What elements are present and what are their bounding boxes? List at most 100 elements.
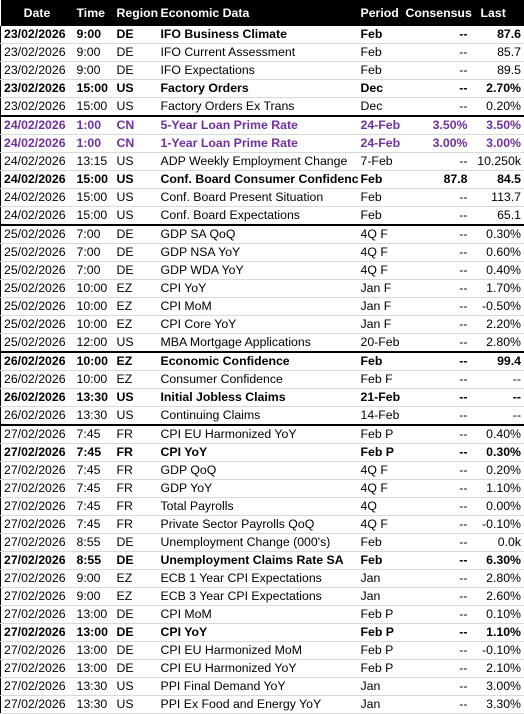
event-cell: Conf. Board Expectations (158, 207, 358, 226)
consensus-cell: -- (403, 44, 471, 62)
period-cell: 21-Feb (358, 389, 403, 407)
last-cell: 0.00% (471, 498, 524, 516)
time-cell: 8:55 (74, 552, 114, 570)
region-cell: CN (114, 116, 158, 135)
event-cell: IFO Current Assessment (158, 44, 358, 62)
date-cell: 26/02/2026 (1, 407, 74, 426)
last-cell: 2.80% (471, 334, 524, 353)
period-cell: 4Q F (358, 225, 403, 244)
event-cell: PPI Final Demand YoY (158, 678, 358, 696)
consensus-cell: -- (403, 407, 471, 426)
time-cell: 10:00 (74, 371, 114, 389)
last-cell: 10.250k (471, 153, 524, 171)
event-cell: PPI Ex Food and Energy YoY (158, 696, 358, 714)
last-cell: 85.7 (471, 44, 524, 62)
time-cell: 13:00 (74, 624, 114, 642)
period-cell: Feb P (358, 642, 403, 660)
date-cell: 25/02/2026 (1, 316, 74, 334)
date-cell: 24/02/2026 (1, 116, 74, 135)
period-cell: Jan (358, 678, 403, 696)
last-cell: 0.0k (471, 534, 524, 552)
event-cell: Unemployment Claims Rate SA (158, 552, 358, 570)
event-cell: Private Sector Payrolls QoQ (158, 516, 358, 534)
region-cell: US (114, 98, 158, 117)
date-cell: 27/02/2026 (1, 642, 74, 660)
last-cell: 2.10% (471, 660, 524, 678)
region-cell: US (114, 696, 158, 714)
event-cell: MBA Mortgage Applications (158, 334, 358, 353)
time-cell: 13:30 (74, 696, 114, 714)
last-cell: 0.30% (471, 225, 524, 244)
consensus-cell: -- (403, 244, 471, 262)
event-cell: 1-Year Loan Prime Rate (158, 135, 358, 153)
event-cell: CPI EU Harmonized MoM (158, 642, 358, 660)
region-cell: DE (114, 660, 158, 678)
date-cell: 23/02/2026 (1, 44, 74, 62)
time-cell: 1:00 (74, 135, 114, 153)
consensus-cell: -- (403, 534, 471, 552)
event-cell: CPI MoM (158, 606, 358, 624)
header-cell: Consensus (403, 0, 471, 26)
header-cell: Economic Data (158, 0, 358, 26)
period-cell: Feb P (358, 444, 403, 462)
region-cell: US (114, 389, 158, 407)
event-cell: CPI YoY (158, 624, 358, 642)
event-cell: 5-Year Loan Prime Rate (158, 116, 358, 135)
time-cell: 7:00 (74, 225, 114, 244)
time-cell: 13:00 (74, 606, 114, 624)
region-cell: FR (114, 462, 158, 480)
last-cell: 2.60% (471, 588, 524, 606)
consensus-cell: -- (403, 207, 471, 226)
time-cell: 9:00 (74, 26, 114, 44)
period-cell: Feb (358, 44, 403, 62)
time-cell: 15:00 (74, 207, 114, 226)
date-cell: 24/02/2026 (1, 135, 74, 153)
region-cell: US (114, 207, 158, 226)
region-cell: US (114, 334, 158, 353)
event-cell: IFO Business Climate (158, 26, 358, 44)
last-cell: -- (471, 407, 524, 426)
date-cell: 25/02/2026 (1, 244, 74, 262)
last-cell: 84.5 (471, 171, 524, 189)
time-cell: 7:45 (74, 516, 114, 534)
region-cell: DE (114, 62, 158, 80)
last-cell: 1.10% (471, 624, 524, 642)
event-cell: CPI YoY (158, 280, 358, 298)
consensus-cell: -- (403, 189, 471, 207)
period-cell: 7-Feb (358, 153, 403, 171)
consensus-cell: -- (403, 462, 471, 480)
time-cell: 13:00 (74, 660, 114, 678)
consensus-cell: -- (403, 262, 471, 280)
last-cell: -0.10% (471, 516, 524, 534)
region-cell: EZ (114, 588, 158, 606)
date-cell: 23/02/2026 (1, 26, 74, 44)
event-cell: GDP SA QoQ (158, 225, 358, 244)
region-cell: DE (114, 44, 158, 62)
region-cell: EZ (114, 371, 158, 389)
date-cell: 25/02/2026 (1, 280, 74, 298)
period-cell: Jan F (358, 316, 403, 334)
period-cell: 14-Feb (358, 407, 403, 426)
time-cell: 7:45 (74, 462, 114, 480)
event-cell: ECB 1 Year CPI Expectations (158, 570, 358, 588)
region-cell: DE (114, 244, 158, 262)
event-cell: CPI EU Harmonized YoY (158, 660, 358, 678)
consensus-cell: -- (403, 570, 471, 588)
last-cell: 87.6 (471, 26, 524, 44)
time-cell: 13:30 (74, 678, 114, 696)
last-cell: 0.20% (471, 462, 524, 480)
region-cell: FR (114, 516, 158, 534)
event-cell: Factory Orders (158, 80, 358, 98)
period-cell: 4Q (358, 498, 403, 516)
date-cell: 23/02/2026 (1, 80, 74, 98)
time-cell: 13:30 (74, 389, 114, 407)
